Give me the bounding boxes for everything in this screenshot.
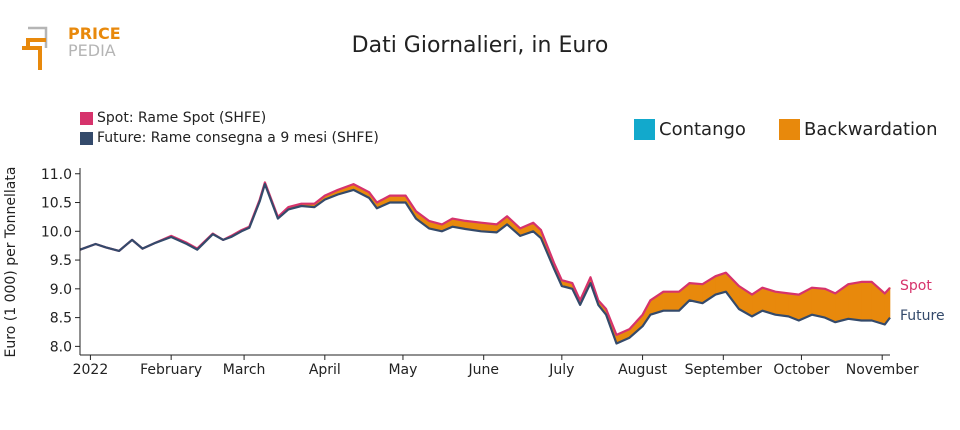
logo-text-price: PRICE xyxy=(68,24,121,43)
x-tick-label: February xyxy=(140,362,202,378)
pricepedia-logo: PRICE PEDIA xyxy=(18,24,128,74)
logo-text-pedia: PEDIA xyxy=(68,41,116,60)
legend-swatch-backwardation xyxy=(779,119,800,140)
y-tick-label: 10.5 xyxy=(41,196,72,212)
series-lines xyxy=(79,181,891,345)
spread-segment xyxy=(775,291,789,317)
spread-fill xyxy=(79,182,891,344)
x-tick-label: 2022 xyxy=(73,362,109,378)
series-line-future xyxy=(79,183,891,345)
chart-title: Dati Giornalieri, in Euro xyxy=(351,33,609,58)
legend-swatch-spot xyxy=(80,111,93,125)
legend-label-contango: Contango xyxy=(659,119,746,140)
y-tick-label: 11.0 xyxy=(41,167,72,183)
legend-item-backwardation[interactable]: Backwardation xyxy=(779,119,937,140)
x-tick-label: April xyxy=(309,362,341,378)
spread-segment xyxy=(861,281,873,321)
legend-swatch-future xyxy=(80,131,93,145)
legend-label-future: Future: Rame consegna a 9 mesi (SHFE) xyxy=(97,130,379,146)
x-tick-label: June xyxy=(467,362,499,378)
spread-segment xyxy=(811,287,826,318)
legend-label-backwardation: Backwardation xyxy=(804,119,938,140)
legend-item-contango[interactable]: Contango xyxy=(634,119,746,140)
x-tick-label: September xyxy=(685,362,763,378)
legend-item-spot[interactable]: Spot: Rame Spot (SHFE) xyxy=(80,110,266,126)
y-tick-label: 8.0 xyxy=(50,339,72,355)
legend-label-spot: Spot: Rame Spot (SHFE) xyxy=(97,110,267,126)
logo-mark-icon xyxy=(22,26,48,70)
legend-item-future[interactable]: Future: Rame consegna a 9 mesi (SHFE) xyxy=(80,130,379,146)
x-tick-label: October xyxy=(773,362,829,378)
axes: 8.0 8.5 9.0 9.5 10.0 10.5 11.0 2022 February Marc… xyxy=(41,167,919,378)
end-label-spot: Spot xyxy=(900,278,932,294)
end-label-future: Future xyxy=(900,308,945,324)
x-tick-label: August xyxy=(618,362,668,378)
x-tick-label: March xyxy=(223,362,266,378)
y-tick-label: 9.0 xyxy=(50,282,72,298)
x-tick-label: November xyxy=(846,362,919,378)
y-tick-label: 8.5 xyxy=(50,311,72,327)
x-tick-label: July xyxy=(548,362,574,378)
spread-segment xyxy=(663,291,680,311)
legend-swatch-contango xyxy=(634,119,655,140)
y-tick-label: 9.5 xyxy=(50,253,72,269)
spread-segment xyxy=(848,281,862,321)
x-tick-label: May xyxy=(388,362,417,378)
y-tick-label: 10.0 xyxy=(41,224,72,240)
